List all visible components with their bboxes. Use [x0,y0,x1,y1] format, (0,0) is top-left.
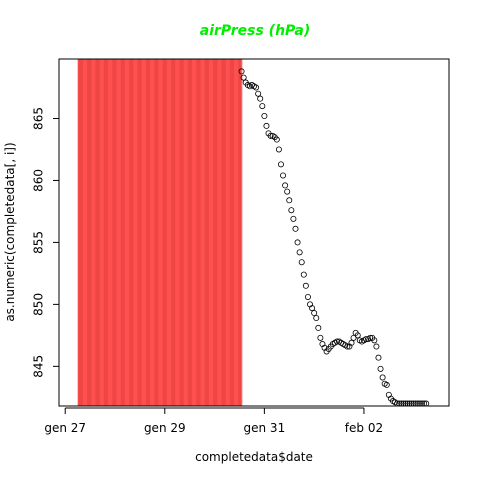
data-point [275,146,282,153]
missing-band-stripe [145,59,151,406]
x-tick-label: gen 27 [44,421,86,435]
data-point [373,343,380,350]
missing-band-stripe [187,59,193,406]
missing-band-stripe [196,59,201,406]
data-point [240,74,247,81]
missing-band-stripe [120,59,125,406]
data-point [371,337,378,344]
data-point [344,343,351,350]
data-point [302,282,309,289]
missing-band-stripe [95,59,100,406]
y-tick-label: 850 [32,293,46,316]
data-point [263,122,270,129]
data-point [238,68,245,75]
x-tick-label: gen 29 [144,421,186,435]
x-axis-label: completedata$date [195,450,313,464]
y-tick-label: 860 [32,169,46,192]
missing-band-stripe [229,59,235,406]
data-point [259,103,266,110]
data-point [286,197,293,204]
data-point [294,239,301,246]
data-point [315,324,322,331]
data-point [282,182,289,189]
data-point [253,84,260,91]
y-tick-label: 865 [32,107,46,130]
missing-band-stripe [129,59,134,406]
y-tick-label: 855 [32,231,46,254]
missing-band-stripe [221,59,226,406]
missing-band-stripe [103,59,109,406]
data-point [273,136,280,143]
data-point [288,207,295,214]
data-point [313,315,320,322]
data-point [290,215,297,222]
data-point [311,310,318,317]
data-point [261,113,268,120]
missing-band-stripe [238,59,243,406]
data-point [377,365,384,372]
data-point [317,334,324,341]
missing-band-stripe [112,59,117,406]
data-point [363,336,370,343]
x-tick-label: gen 31 [244,421,286,435]
data-point [379,374,386,381]
data-point [304,293,311,300]
data-point [354,332,361,339]
data-point [255,90,262,97]
data-point [300,271,307,278]
data-point [257,95,264,102]
missing-data-band [77,59,243,406]
data-point [267,132,274,139]
data-point [383,381,390,388]
data-point [284,188,291,195]
chart-title: airPress (hPa) [200,23,311,39]
y-tick-label: 845 [32,355,46,378]
missing-band-stripe [154,59,159,406]
missing-band-stripe [137,59,142,406]
missing-band-stripe [171,59,176,406]
data-point [277,161,284,168]
data-point [298,259,305,266]
missing-band-stripe [204,59,209,406]
y-axis: 845 850 855 860 865 [32,107,60,378]
missing-band-stripe [78,59,83,406]
data-point [333,338,340,345]
missing-band-stripe [213,59,218,406]
data-point [348,339,355,346]
missing-band-stripe [179,59,184,406]
missing-band-stripe [162,59,167,406]
x-tick-label: feb 02 [345,421,383,435]
x-axis: gen 27 gen 29 gen 31 feb 02 [44,407,383,435]
data-point [280,172,287,179]
missing-band-stripe [87,59,92,406]
data-point [296,249,303,256]
data-point [292,225,299,232]
data-point [375,354,382,361]
y-axis-label: as.numeric(completedata[, i]) [3,142,17,321]
data-point [309,305,316,312]
